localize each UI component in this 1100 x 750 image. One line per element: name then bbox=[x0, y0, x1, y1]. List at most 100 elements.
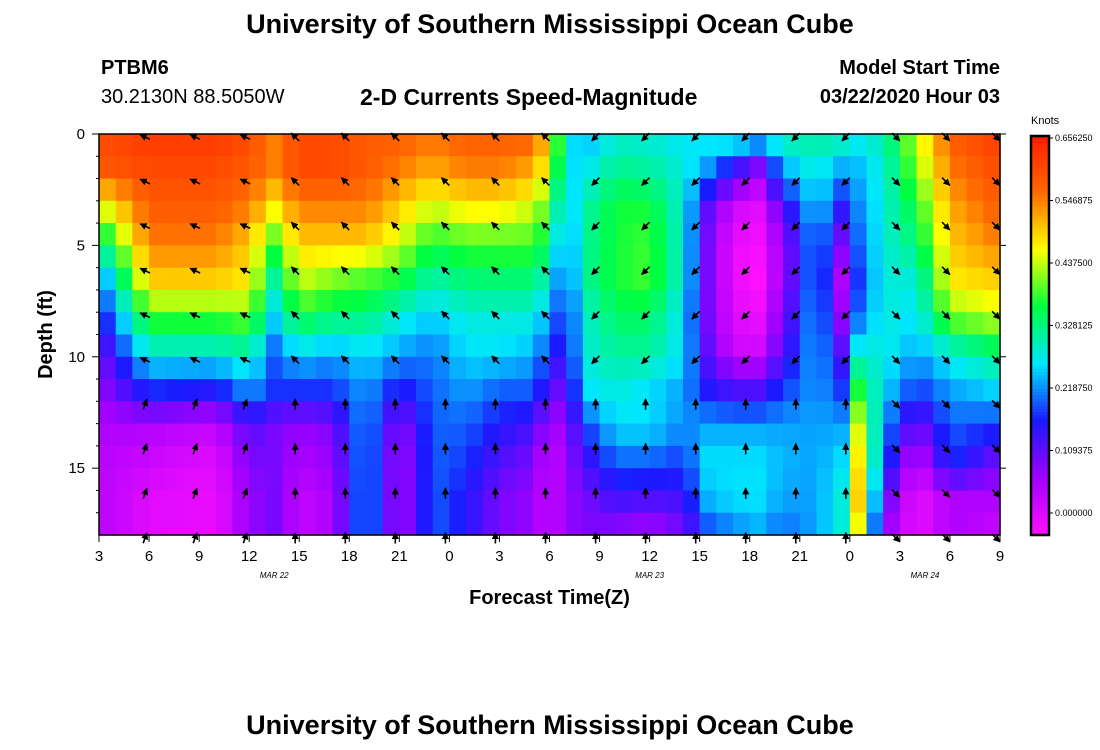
heatmap-cell bbox=[833, 379, 851, 402]
heatmap-cell bbox=[549, 468, 567, 492]
current-vector bbox=[991, 221, 1001, 231]
heatmap-cell bbox=[432, 156, 450, 180]
heatmap-cell bbox=[799, 200, 818, 224]
heatmap-cell bbox=[666, 156, 684, 180]
heatmap-cell bbox=[99, 468, 117, 492]
colorbar-swatch bbox=[1031, 172, 1049, 177]
heatmap-cell bbox=[899, 490, 918, 514]
heatmap-cell bbox=[265, 267, 284, 291]
y-tick-label: 5 bbox=[77, 237, 85, 254]
current-vector bbox=[691, 177, 701, 186]
heatmap-cell bbox=[933, 178, 951, 202]
heatmap-cell bbox=[883, 200, 901, 224]
heatmap-cell bbox=[733, 312, 751, 336]
colorbar-swatch bbox=[1031, 302, 1049, 307]
heatmap-cell bbox=[265, 156, 284, 180]
heatmap-cell bbox=[849, 401, 868, 425]
heatmap-cell bbox=[733, 423, 751, 447]
heatmap-cell bbox=[766, 445, 784, 469]
current-vector bbox=[239, 223, 251, 230]
colorbar-swatch bbox=[1031, 219, 1049, 224]
heatmap-cell bbox=[833, 289, 851, 313]
heatmap-cell bbox=[532, 200, 551, 224]
heatmap-cell bbox=[349, 312, 367, 336]
heatmap-cell bbox=[249, 312, 267, 336]
heatmap-cell bbox=[866, 267, 884, 291]
heatmap-cell bbox=[716, 356, 734, 380]
current-vector bbox=[189, 356, 201, 364]
heatmap-cell bbox=[783, 445, 801, 469]
heatmap-cell bbox=[516, 178, 534, 202]
heatmap-cell bbox=[983, 423, 1001, 447]
heatmap-cell bbox=[883, 245, 901, 269]
heatmap-cell bbox=[466, 356, 484, 380]
heatmap-cell bbox=[616, 156, 634, 180]
heatmap-cell bbox=[799, 223, 818, 246]
heatmap-cell bbox=[816, 356, 834, 380]
heatmap-cell bbox=[449, 312, 467, 336]
heatmap-cell bbox=[682, 334, 701, 358]
colorbar-swatch bbox=[1031, 528, 1049, 533]
colorbar-swatch bbox=[1031, 149, 1049, 154]
heatmap-cell bbox=[599, 468, 617, 492]
heatmap-cell bbox=[482, 134, 501, 157]
heatmap-cell bbox=[315, 490, 334, 514]
heatmap-cell bbox=[666, 223, 684, 246]
heatmap-cell bbox=[349, 423, 367, 447]
current-vector bbox=[641, 310, 651, 320]
heatmap-cell bbox=[516, 267, 534, 291]
colorbar-swatch bbox=[1031, 378, 1049, 383]
heatmap-cells bbox=[99, 134, 1001, 536]
heatmap-cell bbox=[532, 312, 551, 336]
heatmap-cell bbox=[482, 178, 501, 202]
heatmap-cell bbox=[182, 445, 200, 469]
heatmap-cell bbox=[199, 223, 217, 246]
heatmap-cell bbox=[816, 490, 834, 514]
heatmap-cell bbox=[699, 512, 717, 536]
heatmap-cell bbox=[99, 178, 117, 202]
heatmap-cell bbox=[766, 200, 784, 224]
colorbar-swatch bbox=[1031, 518, 1049, 523]
heatmap-cell bbox=[516, 401, 534, 425]
heatmap-cell bbox=[115, 356, 133, 380]
heatmap-cell bbox=[282, 156, 300, 180]
colorbar-swatch bbox=[1031, 322, 1049, 327]
heatmap-cell bbox=[532, 468, 551, 492]
heatmap-cell bbox=[149, 178, 167, 202]
heatmap-cell bbox=[699, 423, 717, 447]
heatmap-cell bbox=[816, 512, 834, 536]
current-vector bbox=[541, 355, 550, 365]
heatmap-cell bbox=[282, 245, 300, 269]
heatmap-cell bbox=[866, 178, 884, 202]
heatmap-cell bbox=[766, 490, 784, 514]
heatmap-cell bbox=[315, 267, 334, 291]
heatmap-cell bbox=[416, 245, 434, 269]
heatmap-cell bbox=[482, 490, 501, 514]
heatmap-cell bbox=[332, 289, 350, 313]
heatmap-cell bbox=[649, 223, 667, 246]
heatmap-cell bbox=[849, 334, 868, 358]
current-vectors bbox=[139, 132, 1001, 544]
heatmap-cell bbox=[616, 512, 634, 536]
heatmap-cell bbox=[215, 156, 234, 180]
heatmap-cell bbox=[749, 223, 768, 246]
heatmap-cell bbox=[282, 490, 300, 514]
x-tick-label: 21 bbox=[791, 548, 808, 565]
heatmap-cell bbox=[282, 334, 300, 358]
heatmap-cell bbox=[716, 289, 734, 313]
heatmap-cell bbox=[382, 490, 400, 514]
heatmap-cell bbox=[399, 356, 417, 380]
current-vector bbox=[139, 223, 151, 230]
heatmap-cell bbox=[265, 445, 284, 469]
current-vector bbox=[139, 312, 151, 319]
x-tick-label: 0 bbox=[846, 548, 854, 565]
colorbar-swatch bbox=[1031, 365, 1049, 370]
heatmap-cell bbox=[182, 156, 200, 180]
x-tick-label: 6 bbox=[946, 548, 954, 565]
colorbar-tick-label: 0.218750 bbox=[1055, 383, 1093, 393]
current-vector bbox=[390, 355, 400, 365]
heatmap-cell bbox=[282, 445, 300, 469]
heatmap-cell bbox=[516, 289, 534, 313]
heatmap-cell bbox=[766, 512, 784, 536]
heatmap-cell bbox=[916, 379, 934, 402]
